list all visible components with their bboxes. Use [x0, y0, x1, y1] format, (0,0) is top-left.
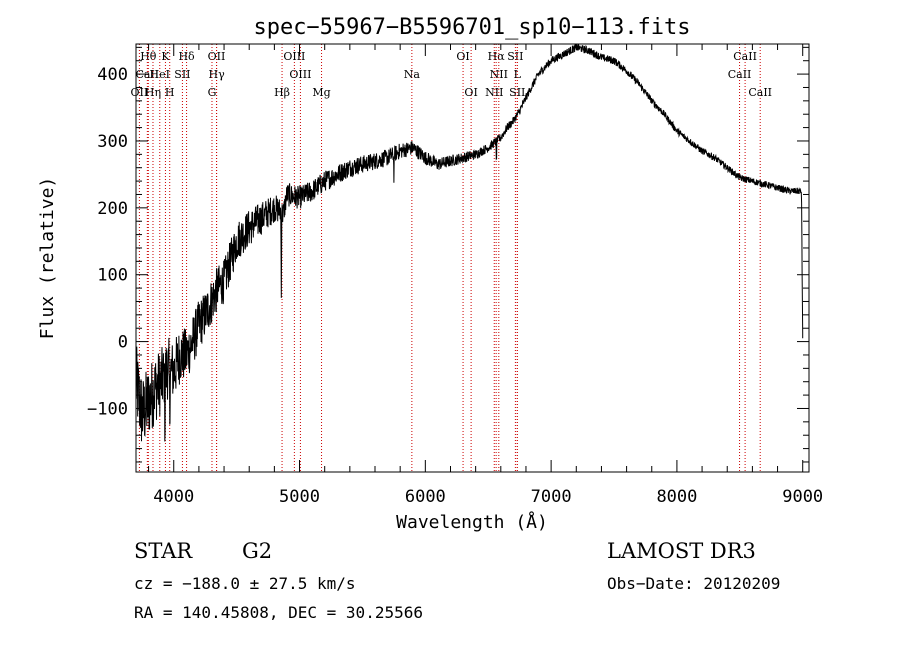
line-marker-label: H [165, 86, 175, 99]
y-tick-label: 400 [97, 65, 128, 85]
line-marker-label: SII [174, 68, 190, 81]
line-marker-label: Mg [312, 86, 330, 99]
redshift-readout: cz = −188.0 ± 27.5 km/s [134, 574, 356, 593]
line-marker-label: Hγ [209, 68, 226, 81]
line-marker-label: OIII [289, 68, 311, 81]
line-marker-label: Hδ [178, 50, 195, 63]
line-marker-label: Hη [145, 86, 161, 99]
y-tick-label: 200 [97, 199, 128, 219]
x-tick-label: 6000 [405, 487, 446, 507]
line-marker-label: Na [404, 68, 421, 81]
line-marker-label: G [208, 86, 217, 99]
object-class: STAR [134, 539, 193, 563]
y-tick-label: 300 [97, 132, 128, 152]
line-marker-label: K [161, 50, 170, 63]
line-marker-label: CaII [728, 68, 752, 81]
y-tick-label: 0 [118, 333, 128, 353]
line-marker-label: Hβ [274, 86, 290, 99]
line-marker-label: OI [456, 50, 469, 63]
plot-frame [135, 43, 810, 473]
x-tick-label: 4000 [153, 487, 194, 507]
ticks: 4000 5000 6000 7000 8000 9000 −100 0 100 200 300 40… [87, 44, 823, 507]
observation-date: Obs−Date: 20120209 [607, 574, 781, 593]
chart-title: spec−55967−B5596701_sp10−113.fits [253, 15, 690, 40]
y-tick-label: 100 [97, 266, 128, 286]
line-marker-label: CaII [748, 86, 772, 99]
line-marker-label: SII [509, 86, 525, 99]
spectrum-line [135, 43, 804, 442]
line-marker-label: OIII [283, 50, 305, 63]
coordinates-readout: RA = 140.45808, DEC = 30.25566 [134, 603, 423, 622]
axes [135, 43, 810, 473]
x-axis-label: Wavelength (Å) [396, 511, 548, 533]
x-tick-label: 7000 [531, 487, 572, 507]
spectrum-layer [135, 43, 804, 442]
line-marker-label: Hθ [140, 50, 157, 63]
line-marker-label: SII [507, 50, 523, 63]
subclass: G2 [242, 539, 273, 563]
x-tick-label: 5000 [279, 487, 320, 507]
survey-name: LAMOST DR3 [607, 539, 756, 563]
line-marker-label: Hα [488, 50, 506, 63]
x-tick-label: 9000 [782, 487, 823, 507]
y-tick-label: −100 [87, 399, 128, 419]
line-marker-label: NII [485, 86, 503, 99]
y-axis-label: Flux (relative) [37, 177, 58, 340]
x-tick-label: 8000 [656, 487, 697, 507]
line-marker-label: OI [464, 86, 477, 99]
line-marker-label: CaII [733, 50, 757, 63]
line-marker-label: HeI [150, 68, 170, 81]
line-marker-label: NII [490, 68, 508, 81]
line-marker-label: OII [131, 86, 149, 99]
